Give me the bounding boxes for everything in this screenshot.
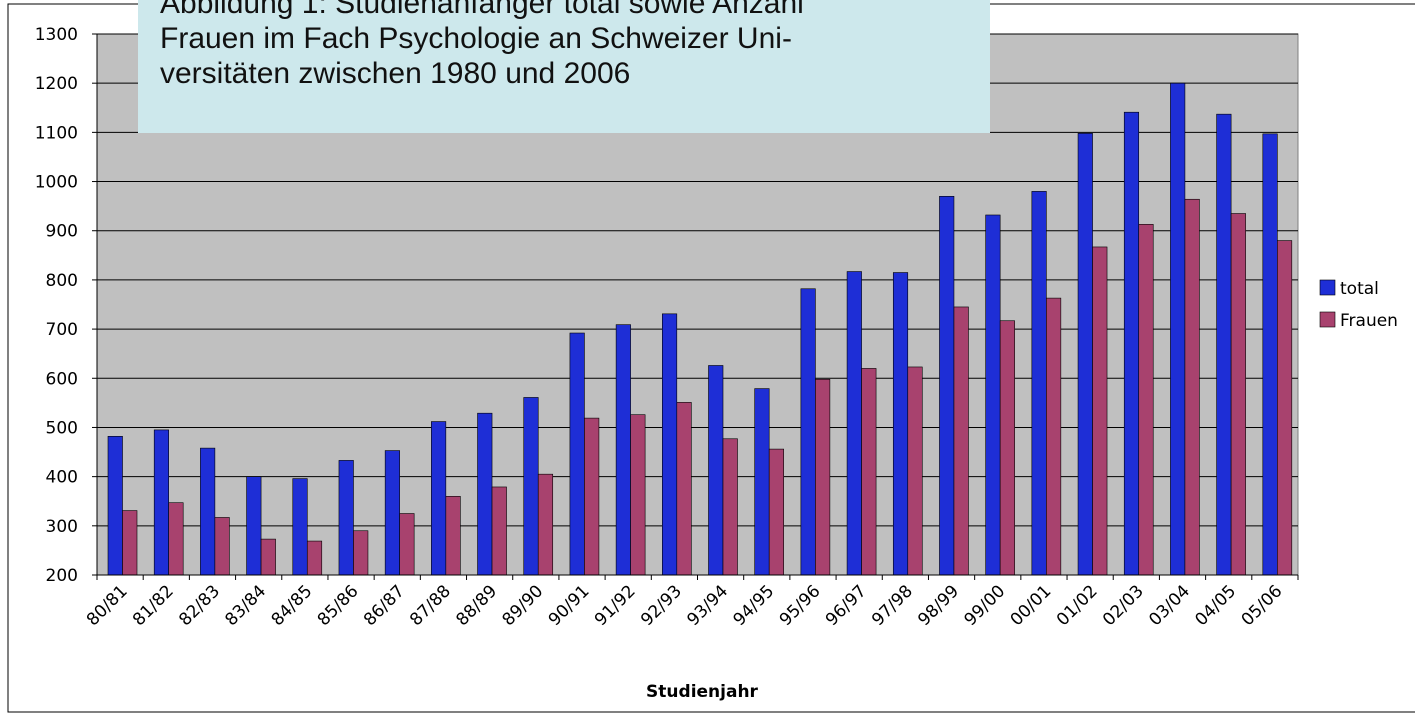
bar [306,540,323,576]
bar [800,288,816,576]
y-tick-label: 1000 [35,173,78,193]
bar [676,402,692,576]
y-tick-label: 500 [46,418,78,438]
bar [615,324,631,576]
bar [292,478,308,576]
bar [537,473,554,576]
bar [384,450,400,576]
bar [815,378,831,576]
bar [445,496,461,576]
bar [1123,111,1140,576]
bar [754,388,770,576]
bar [892,272,909,576]
chart-title-text: Abbildung 1: Studienanfänger total sowie… [160,0,804,90]
bar [168,502,184,576]
bar [708,365,724,576]
bar [1184,198,1200,576]
bar [338,460,354,576]
bar [861,368,877,576]
y-tick-label: 800 [46,271,78,291]
bar [107,436,123,576]
bar [153,429,169,576]
bar [353,530,369,576]
bar [431,421,447,576]
bar [477,412,493,576]
legend-label: Frauen [1340,311,1398,331]
bar [399,513,415,576]
bar [1092,246,1108,576]
bar [1077,133,1093,576]
bar [1216,113,1232,576]
bar [907,366,923,576]
bar [246,476,262,576]
bar [939,196,955,576]
bar [630,414,646,576]
bar [1046,297,1062,576]
bar [200,447,216,576]
y-tick-label: 700 [46,320,78,340]
bar [1262,133,1278,576]
bar [260,538,276,576]
bar [662,313,678,576]
bar [953,306,969,576]
bar [846,271,862,576]
bar [1277,240,1293,576]
chart-title: Abbildung 1: Studienanfänger total sowie… [138,0,990,133]
x-axis-title: Studienjahr [646,682,759,702]
y-tick-label: 400 [46,468,78,488]
legend-swatch [1319,279,1336,296]
bar [214,517,230,576]
bar [584,417,600,576]
bar [1170,82,1186,576]
bar [523,397,539,576]
legend-label: total [1340,279,1379,299]
bar [999,320,1015,576]
y-tick-label: 1300 [35,25,78,45]
y-tick-label: 900 [46,222,78,242]
bar [1031,191,1047,576]
y-tick-label: 600 [46,369,78,389]
y-tick-label: 1100 [35,123,78,143]
bar [1138,224,1154,576]
y-tick-label: 200 [46,566,78,586]
bar [122,510,138,576]
bar [768,448,784,576]
bar [1230,213,1246,576]
y-tick-label: 300 [46,517,78,537]
bar [722,438,738,576]
legend-swatch [1319,311,1336,328]
y-tick-label: 1200 [35,74,78,94]
bar [491,486,507,576]
bar [985,214,1001,576]
bar [569,332,585,576]
